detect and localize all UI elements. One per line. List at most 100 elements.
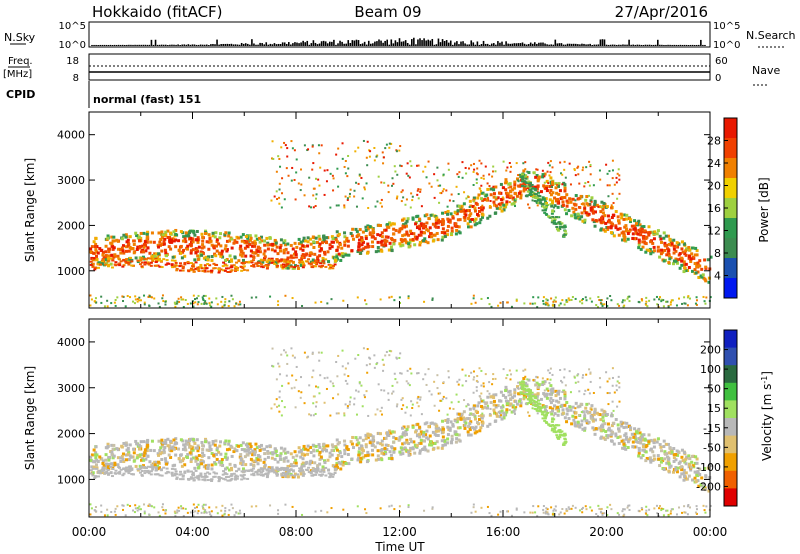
power-cell xyxy=(407,233,411,237)
power-cell xyxy=(623,225,627,229)
power-cell xyxy=(639,228,643,232)
velocity-cell xyxy=(201,451,205,455)
velocity-cell xyxy=(138,453,142,457)
power-cell xyxy=(644,242,648,246)
velocity-cell xyxy=(620,424,624,428)
power-cell xyxy=(695,253,699,257)
velocity-cell xyxy=(649,448,653,452)
power-cell xyxy=(481,215,485,219)
power-cell xyxy=(197,301,200,304)
velocity-cell xyxy=(151,465,155,469)
power-cell xyxy=(362,139,365,142)
power-cell xyxy=(554,296,557,299)
power-cell xyxy=(398,296,401,299)
power-cell xyxy=(482,177,485,180)
velocity-cell xyxy=(300,391,303,394)
velocity-cell xyxy=(179,453,183,457)
velocity-cell xyxy=(280,466,284,469)
power-cell xyxy=(183,263,187,266)
power-cell xyxy=(593,200,597,204)
power-cell xyxy=(109,257,113,260)
power-cell xyxy=(376,249,380,253)
velocity-cell xyxy=(667,469,671,473)
velocity-cell xyxy=(357,390,360,393)
power-cell xyxy=(215,244,219,248)
power-cell xyxy=(407,174,410,177)
power-cell xyxy=(102,255,106,259)
velocity-cell xyxy=(346,452,350,456)
power-cell xyxy=(510,165,513,168)
power-cell xyxy=(685,247,689,251)
power-cell xyxy=(93,245,97,249)
power-cell xyxy=(411,195,414,198)
power-cell xyxy=(139,231,143,235)
date-title: 27/Apr/2016 xyxy=(615,3,708,21)
power-cell xyxy=(138,263,142,266)
velocity-cell xyxy=(662,439,666,443)
power-cell xyxy=(252,265,256,268)
power-cell xyxy=(174,305,177,308)
power-cell xyxy=(284,266,288,270)
velocity-cell xyxy=(505,402,509,406)
velocity-cell xyxy=(622,446,626,450)
power-cell xyxy=(318,152,321,155)
velocity-cell xyxy=(326,458,330,462)
velocity-cell xyxy=(309,472,313,475)
velocity-cell xyxy=(215,472,219,475)
power-cell xyxy=(312,162,315,165)
velocity-cell xyxy=(364,443,368,447)
power-cell xyxy=(621,238,625,242)
power-cell xyxy=(152,240,156,244)
power-cell xyxy=(498,207,502,211)
power-cell xyxy=(660,300,663,303)
power-cell xyxy=(340,252,344,256)
power-cell xyxy=(433,233,437,237)
velocity-cell xyxy=(468,426,472,430)
power-cell xyxy=(266,243,270,247)
velocity-cell xyxy=(515,402,519,406)
velocity-cell xyxy=(150,439,154,443)
velocity-cell xyxy=(365,364,368,367)
power-cell xyxy=(522,181,526,185)
velocity-cell xyxy=(306,448,310,452)
power-cell xyxy=(252,255,256,259)
velocity-cell xyxy=(200,454,204,458)
velocity-cell xyxy=(278,454,282,458)
power-cell xyxy=(343,204,346,207)
power-cell xyxy=(138,245,142,249)
power-cell xyxy=(203,302,206,305)
velocity-cell xyxy=(207,463,211,467)
velocity-cell xyxy=(546,378,549,381)
power-cell xyxy=(356,296,359,299)
velocity-cell xyxy=(127,458,131,462)
power-cell xyxy=(299,247,303,251)
power-cell xyxy=(612,234,616,238)
velocity-cell xyxy=(217,476,221,479)
power-cell xyxy=(565,212,569,216)
power-cell xyxy=(443,234,447,238)
velocity-cell xyxy=(92,448,96,452)
velocity-cell xyxy=(486,424,490,428)
power-cell xyxy=(321,260,325,263)
power-cell xyxy=(309,237,313,241)
velocity-cell xyxy=(364,445,368,449)
velocity-cell xyxy=(205,448,209,452)
power-cell xyxy=(585,166,588,169)
velocity-cell xyxy=(158,448,162,452)
velocity-cell xyxy=(668,446,672,450)
velocity-cell xyxy=(549,401,553,405)
power-cell xyxy=(110,302,113,305)
velocity-cell xyxy=(301,471,305,475)
velocity-cell xyxy=(106,445,110,449)
velocity-cell xyxy=(481,406,485,410)
velocity-cell xyxy=(571,405,575,409)
velocity-cell xyxy=(517,399,521,403)
power-cell xyxy=(392,227,396,231)
power-cell xyxy=(237,303,240,306)
power-cell xyxy=(469,204,473,208)
power-cell xyxy=(294,256,298,259)
velocity-cell xyxy=(405,427,409,431)
power-cell xyxy=(583,206,587,210)
power-cell xyxy=(148,295,151,298)
power-cell xyxy=(697,276,701,280)
